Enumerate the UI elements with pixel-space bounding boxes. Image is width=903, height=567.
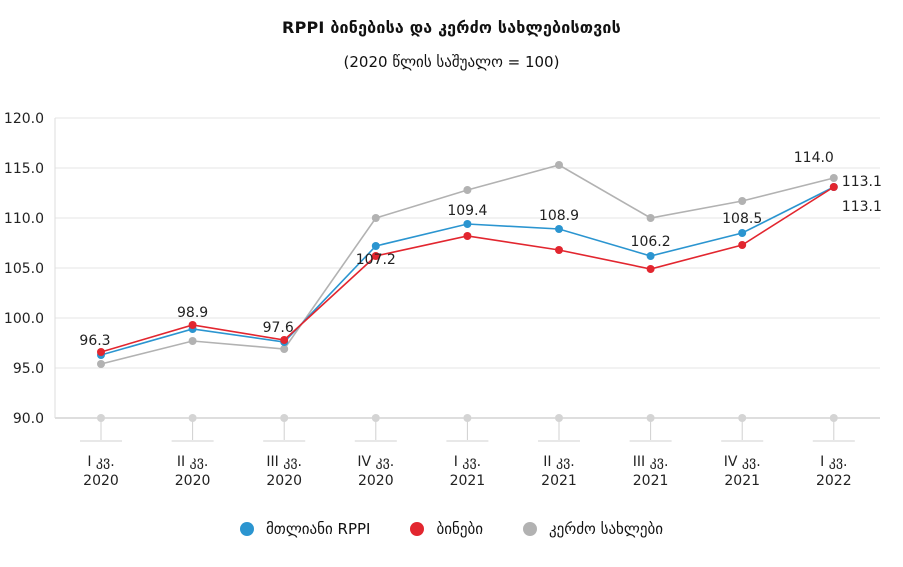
x-tick-label-year: 2021 [541, 473, 577, 489]
x-axis-marker [371, 414, 380, 422]
line-chart: 90.0 95.0 100.0 105.0 110.0 115.0 120.0 I კვ. 20… [4, 111, 882, 489]
data-point [463, 232, 472, 240]
x-tick-label: II კვ. [177, 454, 208, 470]
legend-item-private-houses[interactable]: კერძო სახლები [523, 520, 663, 538]
x-tick-label: IV კვ. [357, 454, 394, 470]
data-point [738, 241, 747, 249]
data-point [738, 197, 747, 205]
legend-item-total-rppi[interactable]: მთლიანი RPPI [239, 520, 371, 538]
data-label: 106.2 [631, 234, 671, 250]
x-axis-marker [463, 414, 472, 422]
legend-marker-total-rppi [239, 522, 254, 536]
y-tick-label: 120.0 [4, 111, 44, 127]
data-label: 109.4 [447, 203, 487, 219]
data-label: 98.9 [177, 305, 208, 321]
y-tick-label: 100.0 [4, 311, 44, 327]
x-tick-label: I კვ. [454, 454, 481, 470]
y-tick-label: 115.0 [4, 161, 44, 177]
x-tick-label: I კვ. [820, 454, 847, 470]
data-label: 108.5 [722, 211, 762, 227]
data-point [555, 225, 563, 233]
legend-marker-private-houses [523, 522, 537, 536]
x-axis-marker [646, 414, 655, 422]
legend-label-apartments: ბინები [436, 520, 483, 538]
data-label: 107.2 [356, 252, 396, 268]
x-axis-marker [188, 414, 197, 422]
data-point [829, 183, 838, 191]
x-tick-label-year: 2021 [450, 473, 486, 489]
y-tick-label: 95.0 [13, 361, 44, 377]
series-line [100, 164, 834, 365]
y-tick-label: 110.0 [4, 211, 44, 227]
legend-label-total-rppi: მთლიანი RPPI [265, 520, 371, 538]
data-point [371, 242, 380, 250]
data-label: 96.3 [79, 333, 110, 349]
data-point [188, 337, 197, 345]
data-point [371, 214, 380, 222]
data-point [280, 336, 289, 344]
x-tick-label: IV კვ. [724, 454, 761, 470]
data-point [188, 321, 197, 329]
data-label: 114.0 [794, 150, 834, 166]
data-label: 113.1 [842, 199, 882, 215]
legend-item-apartments[interactable]: ბინები [410, 520, 483, 538]
x-tick-label-year: 2021 [724, 473, 760, 489]
y-tick-label: 105.0 [4, 261, 44, 277]
data-point [280, 345, 289, 353]
data-label: 108.9 [539, 208, 579, 224]
data-label: 97.6 [263, 320, 294, 336]
data-point [646, 252, 655, 260]
x-axis-marker [738, 414, 747, 422]
data-point [555, 161, 563, 169]
chart-title: RPPI ბინებისა და კერძო სახლებისთვის [282, 18, 621, 37]
data-point [646, 265, 655, 273]
x-axis-marker [829, 414, 838, 422]
x-tick-label-year: 2020 [266, 473, 302, 489]
data-point [738, 229, 747, 237]
x-tick-label: II კვ. [543, 454, 574, 470]
data-point [97, 348, 105, 356]
data-point [371, 252, 380, 260]
chart-legend: მთლიანი RPPI ბინები კერძო სახლები [0, 520, 903, 538]
data-point [463, 186, 472, 194]
x-axis-marker [280, 414, 289, 422]
x-tick-label-year: 2021 [633, 473, 669, 489]
x-tick-label: III კვ. [633, 454, 669, 470]
x-axis-marker [97, 414, 105, 422]
data-point [555, 246, 563, 254]
data-point [97, 360, 105, 368]
legend-marker-apartments [410, 522, 425, 536]
data-point [829, 174, 838, 182]
x-tick-label-year: 2020 [358, 473, 394, 489]
x-tick-label-year: 2020 [175, 473, 211, 489]
legend-label-private-houses: კერძო სახლები [549, 520, 664, 538]
data-point [463, 220, 472, 228]
data-point [646, 214, 655, 222]
x-tick-label-year: 2020 [83, 473, 119, 489]
y-tick-label: 90.0 [13, 411, 44, 427]
chart-subtitle: (2020 წლის საშუალო = 100) [343, 53, 560, 71]
x-tick-label: III კვ. [266, 454, 302, 470]
x-tick-label: I კვ. [87, 454, 114, 470]
x-tick-label-year: 2022 [816, 473, 852, 489]
x-axis-marker [555, 414, 563, 422]
data-label: 113.1 [842, 174, 882, 190]
